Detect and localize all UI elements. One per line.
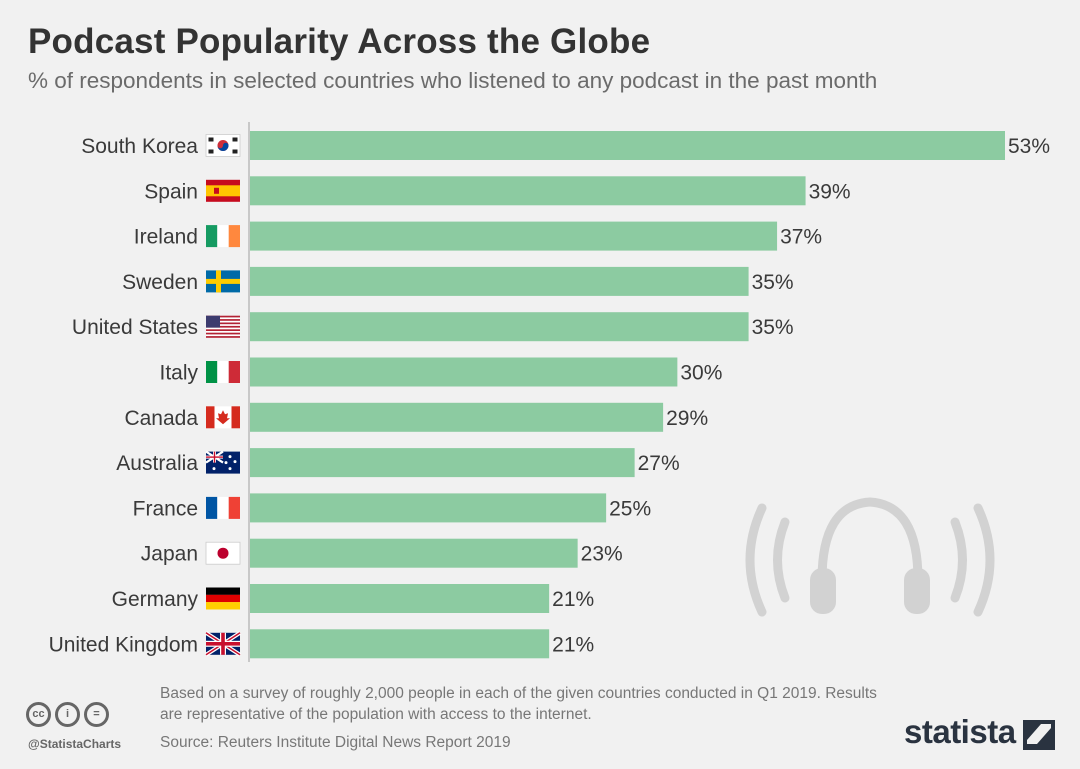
- france-flag-icon: [206, 496, 240, 519]
- headphones-icon: [745, 497, 995, 617]
- category-label-south-korea: South Korea: [81, 135, 198, 158]
- value-label-ireland: 37%: [780, 226, 822, 249]
- bar-spain: [250, 176, 806, 206]
- bar-united-states: [250, 312, 749, 342]
- bar-ireland: [250, 221, 778, 251]
- creative-commons-icon: cc: [26, 702, 51, 727]
- value-label-sweden: 35%: [752, 271, 794, 294]
- no-derivatives-icon: =: [84, 702, 109, 727]
- category-label-united-states: United States: [72, 316, 198, 339]
- attribution-icon: i: [55, 702, 80, 727]
- united-states-flag-icon: [206, 315, 240, 338]
- footnote: Based on a survey of roughly 2,000 peopl…: [160, 685, 877, 723]
- statista-logo[interactable]: statista: [904, 713, 1016, 750]
- south-korea-flag-icon: [205, 134, 241, 157]
- value-label-spain: 39%: [809, 180, 851, 203]
- category-label-france: France: [133, 497, 198, 520]
- value-label-united-kingdom: 21%: [552, 633, 594, 656]
- chart-subtitle: % of respondents in selected countries w…: [28, 68, 878, 93]
- canada-flag-icon: [206, 406, 240, 429]
- italy-flag-icon: [206, 361, 240, 383]
- category-label-united-kingdom: United Kingdom: [49, 633, 198, 656]
- bar-sweden: [250, 266, 749, 296]
- value-label-italy: 30%: [680, 362, 722, 385]
- bar-australia: [250, 448, 635, 478]
- value-label-south-korea: 53%: [1008, 135, 1050, 158]
- statista-logo-mark-icon: [1023, 720, 1055, 750]
- value-label-canada: 29%: [666, 407, 708, 430]
- japan-flag-icon: [205, 541, 241, 565]
- australia-flag-icon: [205, 450, 240, 474]
- value-label-australia: 27%: [638, 452, 680, 475]
- value-label-japan: 23%: [581, 543, 623, 566]
- ireland-flag-icon: [206, 225, 240, 248]
- bar-germany: [250, 584, 550, 613]
- bar-italy: [250, 357, 678, 387]
- category-label-ireland: Ireland: [134, 226, 198, 249]
- bar-united-kingdom: [250, 629, 550, 659]
- bar-japan: [250, 538, 578, 568]
- category-label-italy: Italy: [159, 362, 198, 385]
- sweden-flag-icon: [206, 270, 240, 293]
- value-label-united-states: 35%: [752, 316, 794, 339]
- value-label-france: 25%: [609, 497, 651, 520]
- value-label-germany: 21%: [552, 588, 594, 611]
- bar-chart: 53% South Korea 39% Spain 37% Ireland 35% Swede…: [49, 122, 1050, 662]
- bar-south-korea: [250, 131, 1005, 160]
- bar-france: [250, 493, 607, 523]
- category-label-sweden: Sweden: [122, 271, 198, 294]
- category-label-australia: Australia: [116, 452, 198, 475]
- united-kingdom-flag-icon: [204, 631, 242, 657]
- category-label-canada: Canada: [124, 407, 198, 430]
- category-label-japan: Japan: [141, 543, 198, 566]
- spain-flag-icon: [206, 179, 240, 202]
- category-label-spain: Spain: [144, 180, 198, 203]
- license-icons: cc i =: [26, 702, 109, 727]
- chart-title: Podcast Popularity Across the Globe: [28, 22, 651, 61]
- germany-flag-icon: [206, 587, 240, 610]
- bar-canada: [250, 402, 664, 432]
- twitter-handle[interactable]: @StatistaCharts: [28, 737, 122, 751]
- category-label-germany: Germany: [112, 588, 199, 611]
- source-note: Source: Reuters Institute Digital News R…: [160, 734, 511, 751]
